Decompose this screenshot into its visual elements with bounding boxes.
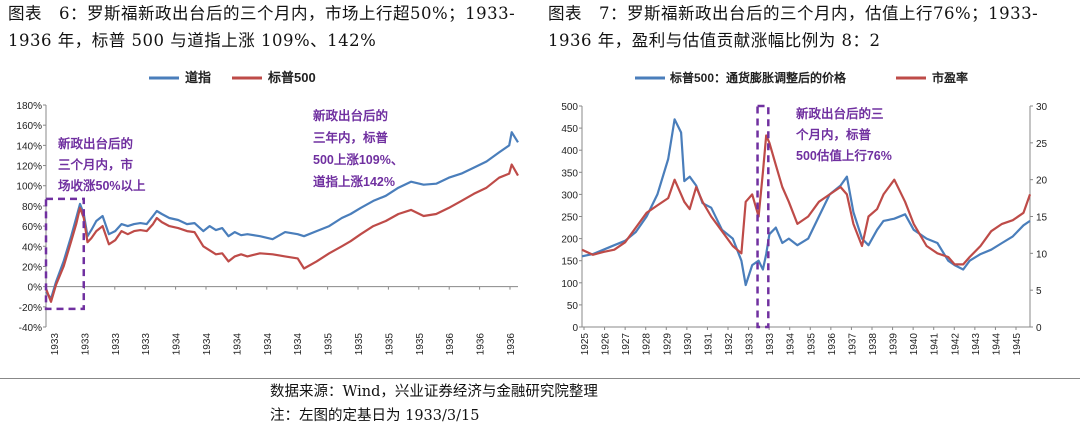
series-line-0 [45,131,519,300]
y-left-tick-label: 250 [561,213,578,224]
x-tick-label: 1926 [601,333,612,356]
x-tick-label: 1933 [141,333,152,356]
x-tick-label: 1935 [324,333,335,356]
highlight-box [44,197,86,311]
x-tick-label: 1942 [950,333,961,356]
series-line-1 [44,163,519,303]
x-tick-label: 1934 [172,333,183,356]
x-tick-label: 1935 [415,333,426,356]
y-left-tick-label: 100 [561,279,578,290]
x-tick-label: 1935 [806,333,817,356]
annotation-text: 500估值上行76% [796,148,892,163]
x-tick-label: 1928 [642,333,653,356]
x-tick-label: 1931 [703,333,714,356]
y-left-tick-label: 0 [572,323,578,334]
y-tick-label: -40% [19,323,42,334]
y-left-tick-label: 500 [561,102,578,113]
y-tick-label: 180% [16,101,42,112]
footer-divider [0,378,1080,379]
y-left-tick-label: 400 [561,146,578,157]
annotation-text: 新政出台后的 [58,136,133,151]
x-tick-label: 1937 [847,333,858,356]
left-chart: 道指 标普500 -40% -20% 0% 20% 40% 60% 80% 100% 120% 140… [16,70,519,356]
annotation-text: 三年内，标普 [313,130,389,145]
y-left-tick-label: 50 [567,301,579,312]
x-tick-label: 1941 [930,333,941,356]
footnote: 注：左图的定基日为 1933/3/15 [270,408,480,424]
y-right-tick-label: 5 [1036,286,1042,297]
y-right-tick-label: 10 [1036,249,1048,260]
right-chart: 标普500：通货膨胀调整后的价格 市盈率050100150200250300350… [561,70,1048,356]
x-tick-label: 1938 [868,333,879,356]
x-tick-label: 1939 [889,333,900,356]
x-tick-label: 1944 [991,333,1002,356]
x-tick-label: 1929 [662,333,673,356]
left-figure-title: 图表 6：罗斯福新政出台后的三个月内，市场上行超50%；1933-1936 年，… [8,4,516,50]
x-tick-label: 1933 [765,333,776,356]
annotation-text: 道指上涨142% [313,174,395,189]
series-line-1 [581,134,1032,266]
y-left-tick-label: 450 [561,124,578,135]
x-tick-label: 1933 [745,333,756,356]
x-tick-label: 1934 [232,333,243,356]
right-figure-title: 图表 7：罗斯福新政出台后的三个月内，估值上行76%；1933-1936 年，盈… [548,4,1039,50]
y-left-tick-label: 350 [561,168,578,179]
x-tick-label: 1933 [111,333,122,356]
y-left-tick-label: 150 [561,257,578,268]
x-tick-label: 1930 [683,333,694,356]
x-tick-label: 1934 [293,333,304,356]
y-tick-label: 140% [16,141,42,152]
annotation-text: 新政出台后的三 [796,106,884,121]
x-tick-label: 1933 [50,333,61,356]
x-tick-label: 1936 [506,333,517,356]
y-left-tick-label: 200 [561,235,578,246]
source-note: 数据来源：Wind，兴业证券经济与金融研究院整理 [270,384,598,400]
x-tick-label: 1945 [1012,333,1023,356]
x-tick-label: 1936 [827,333,838,356]
annotation-text: 场收涨50%以上 [58,178,146,193]
annotation-text: 个月内，标普 [795,127,872,142]
legend-label: 市盈率 [932,70,968,85]
y-tick-label: 0% [28,283,43,294]
y-tick-label: -20% [19,303,42,314]
x-tick-label: 1932 [724,333,735,356]
x-tick-label: 1935 [384,333,395,356]
x-tick-label: 1933 [80,333,91,356]
highlight-box [756,104,770,329]
x-tick-label: 1934 [786,333,797,356]
x-tick-label: 1934 [202,333,213,356]
y-tick-label: 20% [22,262,42,273]
y-tick-label: 160% [16,121,42,132]
y-right-tick-label: 25 [1036,139,1048,150]
x-tick-label: 1936 [476,333,487,356]
y-right-tick-label: 20 [1036,176,1048,187]
x-tick-label: 1935 [354,333,365,356]
y-right-tick-label: 30 [1036,102,1048,113]
y-tick-label: 40% [22,242,42,253]
y-tick-label: 60% [22,222,42,233]
x-tick-label: 1943 [971,333,982,356]
x-tick-label: 1927 [621,333,632,356]
y-left-tick-label: 300 [561,190,578,201]
x-tick-label: 1934 [263,333,274,356]
x-tick-label: 1936 [445,333,456,356]
y-right-tick-label: 0 [1036,323,1042,334]
annotation-text: 500上涨109%、 [313,152,403,167]
legend-label: 标普500 [267,70,316,85]
series-line-0 [581,118,1031,287]
annotation-text: 三个月内，市 [58,157,134,172]
y-right-tick-label: 15 [1036,213,1048,224]
x-tick-label: 1940 [909,333,920,356]
y-tick-label: 100% [16,182,42,193]
legend-label: 道指 [185,70,211,85]
legend-label: 标普500：通货膨胀调整后的价格 [669,70,847,85]
y-tick-label: 80% [22,202,42,213]
x-tick-label: 1925 [580,333,591,356]
y-tick-label: 120% [16,162,42,173]
annotation-text: 新政出台后的 [313,108,388,123]
